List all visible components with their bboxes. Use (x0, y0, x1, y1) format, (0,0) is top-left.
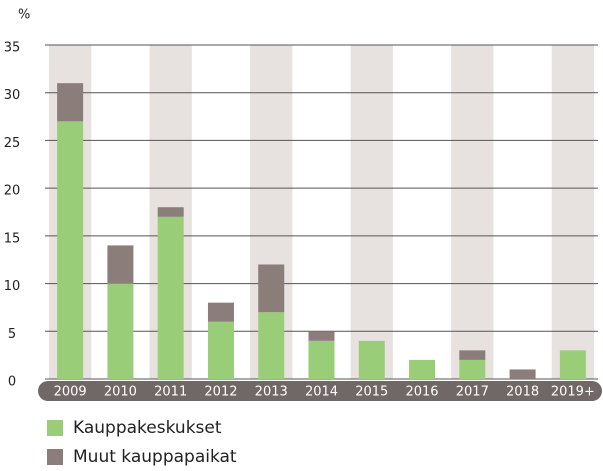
x-tick-label: 2016 (405, 385, 438, 400)
bar-segment (308, 331, 335, 341)
y-tick-label: 15 (4, 231, 21, 246)
y-tick-label: 35 (4, 41, 21, 56)
bar-segment (207, 321, 234, 379)
x-tick-label: 2012 (204, 385, 237, 400)
y-tick-label: 0 (8, 375, 16, 390)
x-tick-label: 2010 (104, 385, 137, 400)
x-tick-label: 2009 (54, 385, 87, 400)
x-axis-band (38, 381, 602, 401)
bar-segment (459, 350, 486, 360)
bar-segment (308, 340, 335, 379)
bar-segment (509, 369, 536, 379)
y-tick-label: 30 (4, 88, 21, 103)
y-unit-label: % (18, 8, 30, 23)
y-tick-label: 20 (4, 184, 21, 199)
bar-segment (107, 245, 134, 284)
x-tick-label: 2017 (456, 385, 489, 400)
x-tick-label: 2014 (305, 385, 338, 400)
bar-segment (157, 216, 184, 379)
bar-segment (559, 350, 586, 379)
column-band (551, 45, 594, 379)
column-band (350, 45, 393, 379)
legend-label: Muut kauppapaikat (73, 447, 237, 467)
legend-swatch (47, 420, 63, 436)
x-tick-label: 2015 (355, 385, 388, 400)
y-tick-label: 5 (8, 327, 16, 342)
bar-segment (157, 207, 184, 217)
bar-segment (459, 359, 486, 379)
column-band (451, 45, 494, 379)
x-tick-label: 2011 (154, 385, 187, 400)
bar-segment (358, 340, 385, 379)
bar-segment (57, 121, 84, 379)
bar-segment (409, 359, 436, 379)
bar-segment (57, 83, 84, 122)
bar-segment (207, 302, 234, 322)
x-tick-label: 2019+ (551, 385, 595, 400)
bar-segment (258, 312, 285, 379)
x-tick-label: 2018 (506, 385, 539, 400)
x-tick-label: 2013 (255, 385, 288, 400)
y-tick-label: 10 (4, 279, 21, 294)
legend-swatch (47, 449, 63, 465)
bar-segment (258, 264, 285, 313)
y-tick-label: 25 (4, 136, 21, 151)
legend-label: Kauppakeskukset (73, 418, 222, 438)
bar-segment (107, 283, 134, 379)
